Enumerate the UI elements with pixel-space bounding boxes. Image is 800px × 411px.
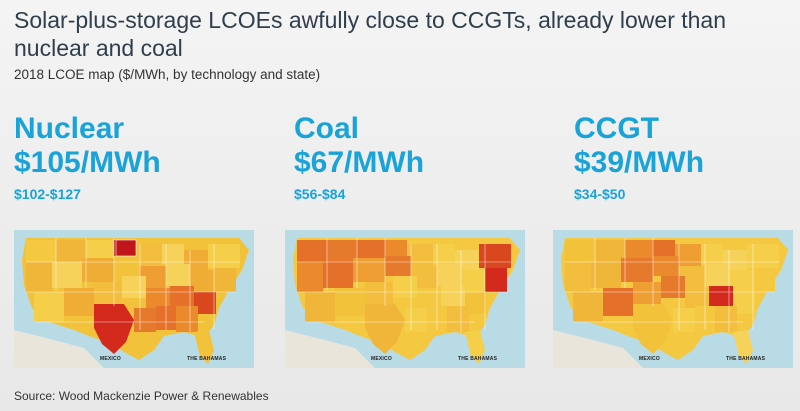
- us-state-map: [285, 230, 525, 368]
- map-label-mexico: MEXICO: [639, 356, 660, 362]
- map-label-mexico: MEXICO: [100, 356, 121, 362]
- map-nuclear: MEXICO THE BAHAMAS: [14, 230, 254, 368]
- tech-range: $56-$84: [294, 186, 346, 202]
- panel-nuclear: Nuclear $105/MWh $102-$127: [14, 112, 264, 202]
- map-label-bahamas: THE BAHAMAS: [458, 356, 498, 362]
- tech-name: Coal: [294, 112, 360, 145]
- us-state-map: [14, 230, 254, 368]
- us-state-map: [553, 230, 793, 368]
- tech-price: $105/MWh: [14, 146, 161, 179]
- map-label-bahamas: THE BAHAMAS: [726, 356, 766, 362]
- map-coal: MEXICO THE BAHAMAS: [285, 230, 525, 368]
- map-ccgt: MEXICO THE BAHAMAS: [553, 230, 793, 368]
- tech-price: $39/MWh: [574, 146, 705, 179]
- tech-name: CCGT: [574, 112, 659, 145]
- slide-subtitle: 2018 LCOE map ($/MWh, by technology and …: [14, 67, 321, 82]
- tech-range: $34-$50: [574, 186, 626, 202]
- tech-range: $102-$127: [14, 186, 81, 202]
- slide-title: Solar-plus-storage LCOEs awfully close t…: [14, 7, 727, 61]
- map-label-bahamas: THE BAHAMAS: [187, 356, 227, 362]
- panel-coal: Coal $67/MWh $56-$84: [294, 112, 544, 202]
- tech-name: Nuclear: [14, 112, 125, 145]
- tech-price: $67/MWh: [294, 146, 425, 179]
- panel-ccgt: CCGT $39/MWh $34-$50: [574, 112, 800, 202]
- map-label-mexico: MEXICO: [371, 356, 392, 362]
- source-note: Source: Wood Mackenzie Power & Renewable…: [14, 389, 269, 403]
